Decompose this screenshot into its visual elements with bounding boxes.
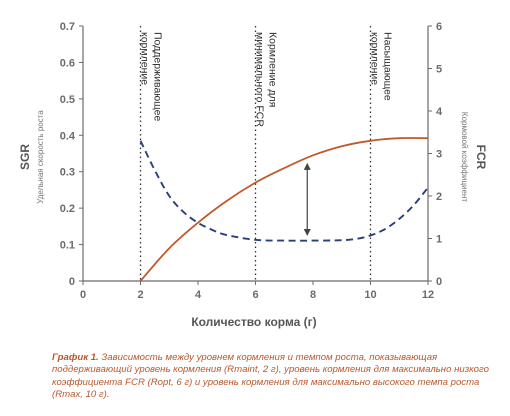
y-right-axis-sublabel: Кормовой коэффициент (460, 112, 469, 202)
y-left-tick-label: 0 (69, 276, 75, 288)
y-right-tick-label: 2 (436, 191, 442, 203)
y-right-tick-label: 0 (436, 276, 442, 288)
x-tick-label: 8 (310, 289, 316, 301)
y-left-axis-label: SGR (18, 144, 32, 170)
feeding-level-label-line: кормление (139, 32, 151, 85)
feeding-level-markers: Поддерживающеекормление Кормление длямини… (139, 26, 394, 281)
arrow-head-bottom (303, 228, 311, 236)
y-right-tick-label: 4 (436, 106, 443, 118)
caption-prefix: График 1. (52, 352, 99, 363)
x-axis-label: Количество корма (г) (191, 315, 316, 329)
y-right-tick-label: 1 (436, 234, 442, 246)
y-left-tick-label: 0.2 (60, 203, 75, 215)
x-tick-label: 0 (80, 289, 86, 301)
difference-arrow (303, 162, 311, 236)
arrow-head-top (303, 162, 311, 170)
sgr-series-line (139, 137, 429, 282)
x-tick-label: 4 (195, 289, 202, 301)
feeding-level-label: Насыщающеекормление (369, 32, 394, 101)
x-tick-label: 10 (364, 289, 376, 301)
feeding-level-label-line: Насыщающее (382, 32, 394, 101)
y-left-tick-label: 0.1 (60, 240, 75, 252)
chart-series (139, 137, 429, 282)
y-left-tick-label: 0.5 (60, 94, 75, 106)
y-left-tick-label: 0.7 (60, 21, 75, 33)
caption-text: Зависимость между уровнем кормления и те… (52, 352, 489, 401)
feeding-level-label: Поддерживающеекормление (139, 32, 164, 122)
x-tick-label: 6 (252, 289, 258, 301)
feeding-level-label-line: кормление (369, 32, 381, 85)
y-left-axis-sublabel: Удельная скорость роста (36, 110, 45, 204)
x-tick-label: 12 (422, 289, 434, 301)
y-left-tick-label: 0.3 (60, 167, 75, 179)
feeding-level-label-line: минимального FCR (254, 32, 266, 127)
y-right-tick-label: 6 (436, 21, 442, 33)
y-left-tick-label: 0.4 (60, 130, 76, 142)
y-left-tick-label: 0.6 (60, 57, 75, 69)
y-right-axis-label: FCR (474, 145, 488, 170)
y-right-tick-label: 3 (436, 149, 442, 161)
feeding-level-label: Кормление дляминимального FCR (254, 32, 279, 127)
fcr-series-line (139, 140, 429, 242)
y-right-tick-label: 5 (436, 64, 442, 76)
feeding-level-label-line: Кормление для (267, 32, 279, 107)
figure-caption: График 1. Зависимость между уровнем корм… (52, 352, 492, 402)
chart-labels: Количество корма (г) SGR Удельная скорос… (18, 110, 488, 329)
feeding-level-label-line: Поддерживающее (152, 32, 164, 122)
x-tick-label: 2 (137, 289, 143, 301)
